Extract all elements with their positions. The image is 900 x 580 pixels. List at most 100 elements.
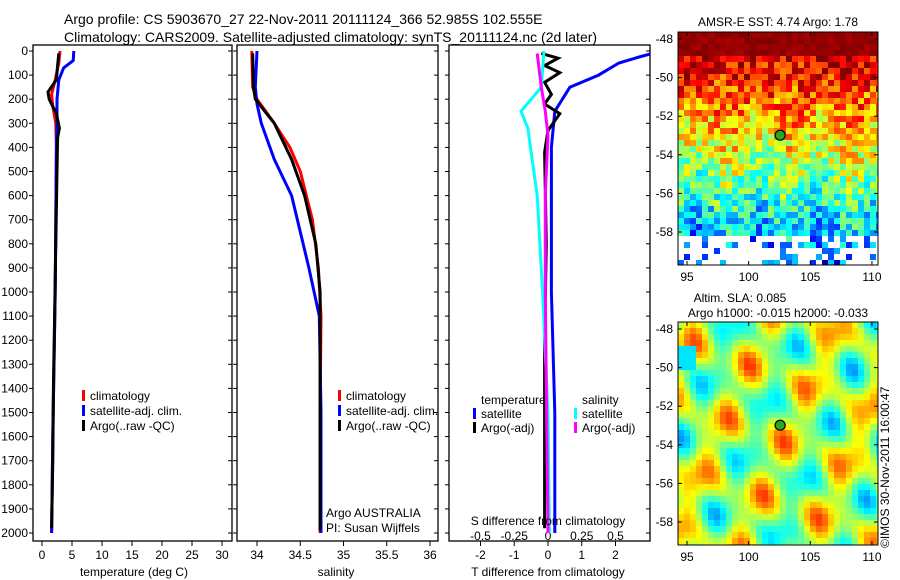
map-cell (876, 400, 878, 406)
argo-location-marker (774, 419, 786, 431)
y-tick-label: 1700 (1, 454, 28, 468)
map-cell (678, 146, 684, 152)
map-frame (677, 31, 879, 266)
map-cell (864, 526, 870, 532)
map-cell (804, 460, 810, 466)
map-cell (696, 206, 702, 212)
map-cell (684, 68, 690, 74)
map-cell (744, 406, 750, 412)
map-cell (726, 442, 732, 448)
map-cell (744, 478, 750, 484)
map-cell (768, 538, 774, 544)
s-tick-label: 0.25 (570, 529, 594, 543)
map-cell (762, 158, 768, 164)
map-cell (678, 92, 684, 98)
map-cell (840, 32, 846, 38)
map-cell (858, 406, 864, 412)
map-cell (690, 322, 696, 328)
map-cell (750, 376, 756, 382)
map-cell (714, 472, 720, 478)
map-cell (756, 68, 762, 74)
map-cell (864, 146, 870, 152)
map-cell (840, 134, 846, 140)
map-cell (708, 346, 714, 352)
map-cell (684, 218, 690, 224)
map-cell (708, 50, 714, 56)
map-cell (810, 520, 816, 526)
map-cell (690, 502, 696, 508)
map-cell (774, 364, 780, 370)
map-cell (876, 170, 878, 176)
map-cell (762, 38, 768, 44)
map-cell (822, 532, 828, 538)
map-cell (774, 248, 780, 254)
map-cell (876, 472, 878, 478)
map-cell (792, 466, 798, 472)
map-cell (684, 418, 690, 424)
map-cell (876, 128, 878, 134)
map-cell (750, 86, 756, 92)
map-cell (810, 224, 816, 230)
map-cell (696, 134, 702, 140)
s-tick-label: -0.5 (470, 529, 491, 543)
map-cell (828, 122, 834, 128)
map-cell (876, 122, 878, 128)
map-cell (714, 346, 720, 352)
map-cell (714, 182, 720, 188)
map-cell (762, 322, 768, 328)
map-cell (810, 248, 816, 254)
map-cell (744, 430, 750, 436)
map-cell (714, 50, 720, 56)
map-cell (744, 496, 750, 502)
map-cell (792, 104, 798, 110)
map-cell (690, 140, 696, 146)
map-cell (708, 218, 714, 224)
map-cell (696, 164, 702, 170)
map-cell (858, 376, 864, 382)
map-cell (684, 460, 690, 466)
map-cell (738, 382, 744, 388)
map-cell (726, 62, 732, 68)
map-cell (690, 526, 696, 532)
map-cell (690, 334, 696, 340)
map-cell (750, 170, 756, 176)
map-cell (822, 352, 828, 358)
map-cell (720, 514, 726, 520)
map-cell (678, 74, 684, 80)
map-cell (690, 382, 696, 388)
map-cell (702, 122, 708, 128)
map-cell (756, 436, 762, 442)
map-cell (714, 44, 720, 50)
map-cell (732, 44, 738, 50)
map-cell (744, 170, 750, 176)
map-cell (852, 92, 858, 98)
map-cell (810, 340, 816, 346)
map-cell (690, 74, 696, 80)
map-cell (864, 116, 870, 122)
map-cell (756, 484, 762, 490)
map-cell (786, 400, 792, 406)
map-cell (678, 322, 684, 328)
map-cell (846, 122, 852, 128)
map-cell (864, 328, 870, 334)
map-cell (714, 104, 720, 110)
map-cell (726, 176, 732, 182)
map-cell (870, 340, 876, 346)
map-cell (780, 254, 786, 260)
map-cell (816, 370, 822, 376)
sal-line-satellite-adj-clim- (253, 50, 323, 533)
map-cell (870, 334, 876, 340)
map-cell (768, 346, 774, 352)
map-cell (852, 418, 858, 424)
map-cell (798, 104, 804, 110)
map-cell (858, 68, 864, 74)
map-cell (726, 98, 732, 104)
map-cell (864, 442, 870, 448)
map-cell (828, 340, 834, 346)
map-cell (726, 538, 732, 544)
map-cell (726, 334, 732, 340)
map-cell (732, 340, 738, 346)
map-cell (732, 526, 738, 532)
map-cell (774, 260, 780, 265)
map-cell (720, 98, 726, 104)
